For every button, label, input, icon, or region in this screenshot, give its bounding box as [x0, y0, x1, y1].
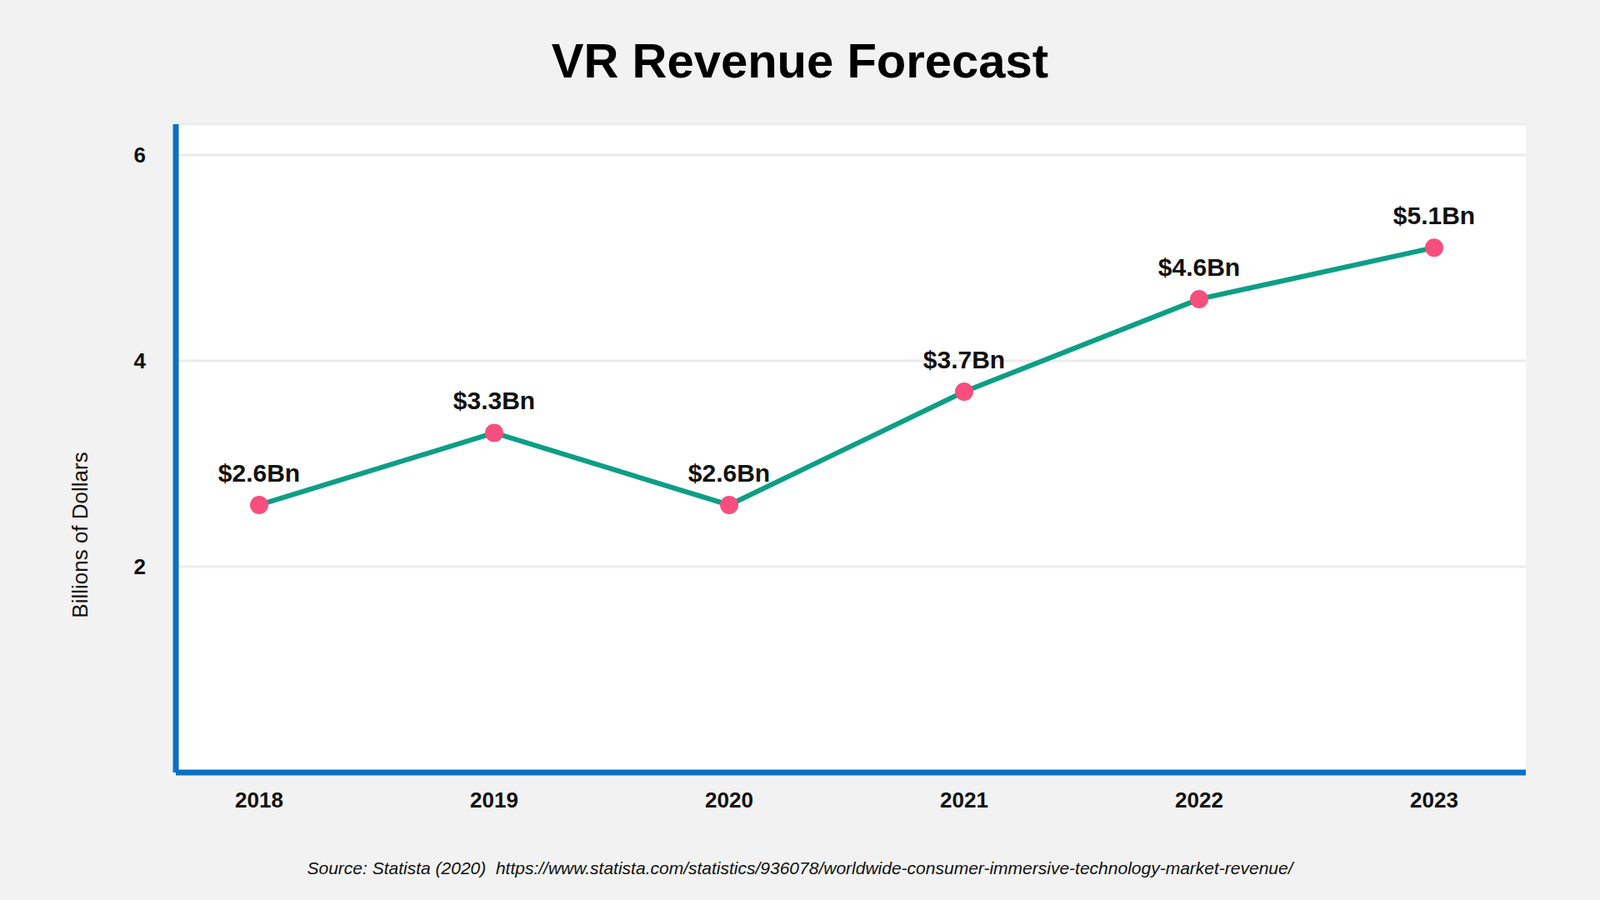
- svg-text:2019: 2019: [470, 787, 519, 813]
- svg-text:2020: 2020: [705, 787, 754, 813]
- svg-text:$3.3Bn: $3.3Bn: [453, 386, 535, 415]
- html-text:Billions of Dollars: Billions of Dollars: [67, 451, 93, 619]
- svg-text:2021: 2021: [940, 787, 989, 813]
- html-text:Source: Statista (2020) https:: Source: Statista (2020) https://www.stat…: [307, 858, 1293, 878]
- svg-text:$5.1Bn: $5.1Bn: [1393, 201, 1475, 230]
- svg-text:$2.6Bn: $2.6Bn: [218, 459, 300, 487]
- svg-text:2018: 2018: [235, 787, 284, 813]
- svg-text:2: 2: [134, 554, 146, 580]
- svg-text:$4.6Bn: $4.6Bn: [1158, 253, 1240, 281]
- html-text:VR Revenue Forecast: VR Revenue Forecast: [551, 33, 1049, 88]
- svg-text:4: 4: [134, 348, 147, 374]
- svg-text:$2.6Bn: $2.6Bn: [688, 459, 770, 487]
- svg-text:$3.7Bn: $3.7Bn: [923, 345, 1005, 374]
- svg-text:2023: 2023: [1410, 787, 1459, 813]
- svg-text:6: 6: [134, 142, 146, 168]
- svg-text:2022: 2022: [1175, 787, 1224, 813]
